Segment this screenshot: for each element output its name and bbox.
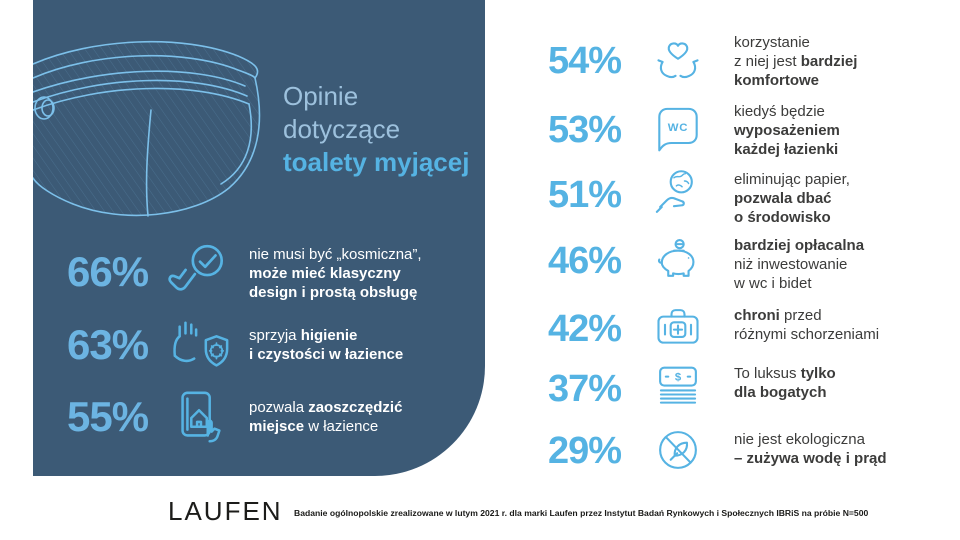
page-title: Opinie dotyczące toalety myjącej bbox=[283, 80, 469, 179]
laufen-logo: LAUFEN bbox=[168, 496, 283, 526]
globe-hand-icon bbox=[652, 168, 704, 225]
stat-text-37: To luksus tylko dla bogatych bbox=[734, 365, 836, 401]
stat-text-51: eliminując papier, pozwala dbać o środowis… bbox=[734, 171, 850, 226]
stat-text-29: nie jest ekologiczna – zużywa wodę i prąd bbox=[734, 431, 887, 467]
survey-footnote: Badanie ogólnopolskie zrealizowane w lut… bbox=[294, 508, 869, 518]
stat-pct-53: 53% bbox=[548, 109, 622, 151]
title-line-1: Opinie bbox=[283, 81, 359, 111]
title-line-2: dotyczące bbox=[283, 114, 401, 144]
money-icon: $ bbox=[652, 362, 704, 419]
left-panel: Opinie dotyczące toalety myjącej 66% nie… bbox=[33, 0, 485, 476]
stat-pct-51: 51% bbox=[548, 174, 622, 216]
click-check-icon bbox=[166, 240, 232, 311]
stat-pct-42: 42% bbox=[548, 308, 622, 350]
hand-shield-icon bbox=[169, 315, 231, 382]
stat-pct-29: 29% bbox=[548, 430, 622, 472]
stat-text-46: bardziej opłacalna niż inwestowanie w wc i… bbox=[734, 237, 865, 292]
first-aid-icon bbox=[652, 302, 704, 359]
stat-pct-63: 63% bbox=[67, 321, 149, 368]
stat-text-54: korzystanie z niej jest bardziej komfortow… bbox=[734, 34, 858, 89]
stat-pct-66: 66% bbox=[67, 248, 149, 295]
stat-text-53: kiedyś będzie wyposażeniem każdej łazienki bbox=[734, 103, 840, 158]
stat-text-66: nie musi być „kosmiczna”, może mieć klasy… bbox=[249, 246, 422, 301]
stat-text-63: sprzyja higienie i czystości w łazience bbox=[249, 327, 404, 363]
no-eco-icon bbox=[652, 424, 704, 481]
stat-text-55: pozwala zaoszczędzić miejsce w łazience bbox=[249, 399, 403, 435]
piggy-bank-icon bbox=[652, 236, 704, 293]
stat-text-42: chroni przed różnymi schorzeniami bbox=[734, 307, 880, 343]
stat-pct-54: 54% bbox=[548, 40, 622, 82]
hands-heart-icon bbox=[652, 36, 704, 93]
wc-sign-icon: WC bbox=[652, 104, 704, 161]
phone-house-icon bbox=[169, 387, 231, 454]
stat-pct-37: 37% bbox=[548, 368, 622, 410]
dollar-label: $ bbox=[675, 372, 682, 384]
wc-label: WC bbox=[668, 122, 689, 134]
stat-pct-46: 46% bbox=[548, 240, 622, 282]
title-line-bold: toalety myjącej bbox=[283, 147, 470, 177]
washing-toilet-illustration bbox=[33, 40, 261, 217]
stat-pct-55: 55% bbox=[67, 393, 149, 440]
